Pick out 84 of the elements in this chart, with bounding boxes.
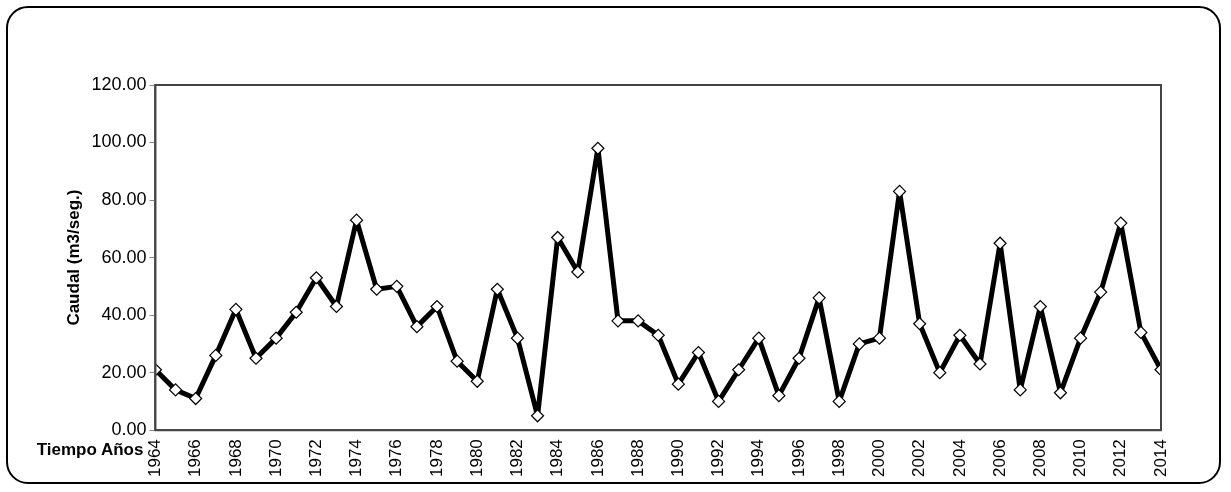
point	[229, 302, 243, 316]
x-tick-label: 2000	[869, 439, 889, 478]
point	[551, 230, 565, 245]
x-tick-label: 1970	[265, 439, 285, 478]
point	[269, 331, 283, 345]
point	[410, 320, 424, 334]
point	[631, 314, 645, 328]
point	[671, 377, 685, 391]
x-tick-label: 1978	[426, 439, 446, 478]
point	[732, 363, 746, 377]
y-tick-label: 20.00	[101, 361, 147, 382]
point	[611, 314, 625, 328]
x-tick-label: 1974	[346, 439, 366, 478]
y-tick-label: 40.00	[101, 304, 147, 325]
x-tick-label: 1982	[507, 439, 527, 478]
point	[309, 271, 323, 285]
point	[752, 331, 766, 345]
x-tick-label: 1976	[386, 439, 406, 478]
x-tick-label: 1980	[466, 439, 486, 478]
x-tick-label: 2004	[949, 439, 969, 478]
x-tick-label: 1998	[828, 439, 848, 478]
x-tick-label: 1972	[306, 439, 326, 478]
point	[711, 394, 726, 409]
point	[591, 141, 605, 155]
point	[1073, 331, 1088, 345]
x-tick-label: 1968	[225, 439, 245, 478]
point	[812, 291, 826, 305]
y-tick-label: 0.00	[111, 419, 147, 440]
point	[571, 265, 585, 279]
point	[832, 394, 846, 409]
point	[510, 331, 525, 345]
point	[490, 282, 504, 296]
point	[1033, 299, 1047, 314]
point	[390, 279, 404, 293]
point	[1114, 216, 1128, 230]
x-tick-label: 1990	[668, 439, 688, 478]
x-tick-label: 2008	[1030, 439, 1050, 478]
point	[792, 351, 806, 365]
point	[450, 354, 464, 368]
point	[189, 391, 203, 406]
y-tick-label: 100.00	[91, 131, 147, 152]
point	[168, 383, 183, 397]
point	[933, 366, 947, 380]
x-tick-label: 2010	[1070, 439, 1090, 478]
point	[249, 351, 263, 365]
x-tick-label: 1994	[748, 439, 768, 478]
point	[209, 348, 223, 362]
point	[349, 213, 364, 227]
point	[892, 184, 907, 199]
point	[772, 389, 786, 403]
point	[370, 282, 384, 296]
x-tick-label: 1988	[627, 439, 647, 478]
point	[953, 328, 967, 342]
point	[470, 374, 484, 388]
x-tick-label: 2002	[909, 439, 929, 478]
x-tick-label: 2012	[1110, 439, 1130, 478]
x-axis-title: Tiempo Años	[36, 439, 144, 459]
y-tick-label: 60.00	[101, 246, 147, 267]
point	[430, 299, 444, 314]
y-tick-label: 120.00	[91, 73, 147, 94]
point	[1134, 325, 1148, 339]
y-axis-title: Caudal (m3/seg.)	[63, 189, 83, 326]
x-tick-label: 2006	[989, 439, 1009, 478]
point	[691, 345, 706, 360]
point	[913, 317, 927, 331]
point	[1013, 383, 1027, 397]
x-tick-label: 1984	[547, 439, 567, 478]
x-tick-label: 1986	[587, 439, 607, 478]
point	[1094, 285, 1108, 299]
point	[289, 305, 303, 319]
point	[993, 236, 1007, 250]
point	[651, 328, 665, 342]
y-tick-label: 80.00	[101, 189, 147, 210]
x-tick-label: 2014	[1150, 439, 1170, 478]
x-tick-label: 1964	[145, 439, 165, 478]
point	[852, 337, 866, 351]
point	[1053, 386, 1068, 400]
point	[872, 331, 887, 345]
point	[530, 409, 545, 423]
x-tick-label: 1966	[185, 439, 205, 478]
x-tick-label: 1996	[788, 439, 808, 478]
x-tick-label: 1992	[708, 439, 728, 478]
point	[329, 299, 344, 314]
point	[973, 357, 987, 371]
